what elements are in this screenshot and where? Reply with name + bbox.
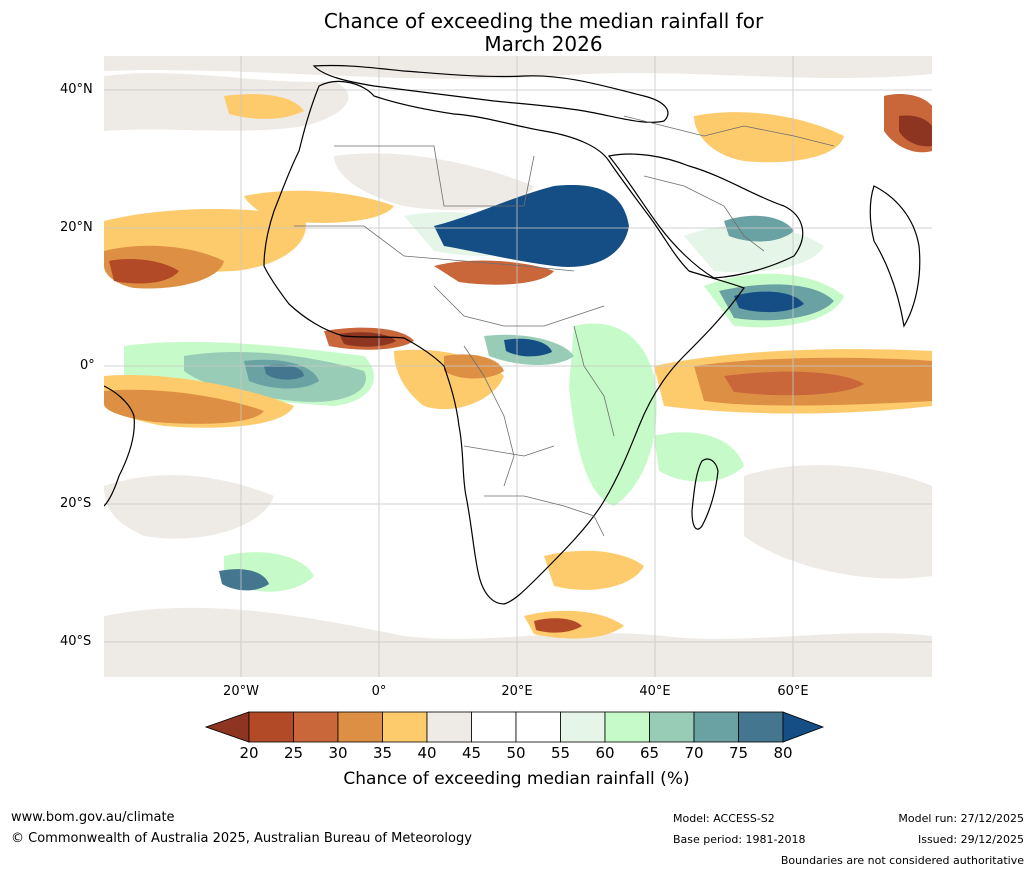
colorbar-segment	[382, 711, 428, 743]
country-borders	[294, 115, 835, 537]
colorbar-segment	[515, 711, 561, 743]
colorbar-tick-label: 80	[773, 744, 793, 762]
border-congo	[463, 345, 515, 487]
europe-coastline	[312, 64, 669, 123]
colorbar-segment	[471, 711, 517, 743]
arabia-coastline	[607, 153, 804, 279]
colorbar-segment	[693, 711, 739, 743]
title-line-1: Chance of exceeding the median rainfall …	[323, 9, 764, 33]
colorbar-segment	[248, 711, 294, 743]
colorbar-tick-label: 55	[550, 744, 571, 762]
border-middle-east	[623, 115, 835, 147]
footer-copyright: © Commonwealth of Australia 2025, Austra…	[11, 831, 472, 846]
colorbar-tick-label: 35	[372, 744, 393, 762]
title-line-2: March 2026	[484, 32, 603, 56]
colorbar-tick-label: 60	[595, 744, 615, 762]
colorbar-label: Chance of exceeding median rainfall (%)	[343, 769, 690, 789]
lon-label-20e: 20°E	[501, 684, 533, 699]
colorbar-tick-label: 45	[461, 744, 482, 762]
colorbar-high-extension	[782, 711, 825, 743]
shade-wetter-southwest	[219, 569, 269, 591]
colorbar-tick-label: 20	[239, 744, 259, 762]
shade-drier-indian-core	[724, 371, 864, 396]
shade-wettest-somalia	[734, 291, 804, 313]
coastlines	[104, 64, 921, 605]
lat-label-20s: 20°S	[60, 496, 92, 511]
colorbar-tick-label: 40	[417, 744, 437, 762]
border-north-africa	[334, 145, 535, 207]
shade-dry-middle-east	[694, 112, 844, 163]
lon-label-0: 0°	[371, 684, 387, 699]
footer-model-run: Model run: 27/12/2025	[898, 812, 1024, 825]
footer-disclaimer: Boundaries are not considered authoritat…	[780, 854, 1024, 867]
border-arabia	[643, 175, 765, 252]
south-america-coastline	[104, 385, 135, 507]
border-angola	[463, 445, 555, 457]
shade-driest-west-africa	[109, 259, 179, 284]
colorbar-tick-label: 70	[684, 744, 704, 762]
shade-wetter-arabia	[724, 215, 794, 242]
shade-drier-sahel	[434, 260, 554, 285]
shade-wet-arabia	[684, 225, 824, 273]
colorbar-tick-label: 75	[728, 744, 749, 762]
border-central-africa	[433, 285, 605, 327]
colorbar-segment	[426, 711, 472, 743]
colorbar	[205, 711, 825, 743]
border-east-africa	[573, 325, 615, 437]
shade-driest-south	[534, 618, 582, 633]
colorbar-tick-label: 30	[328, 744, 348, 762]
colorbar-tick-label: 50	[506, 744, 526, 762]
india-coastline	[869, 185, 921, 328]
shade-wettest-sahara	[434, 185, 629, 267]
colorbar-segment	[649, 711, 695, 743]
shade-wettest-atlantic	[264, 364, 304, 380]
lat-label-0: 0°	[80, 358, 95, 373]
shade-dry-southern-africa	[544, 550, 644, 590]
lon-label-40e: 40°E	[639, 684, 671, 699]
footer-url: www.bom.gov.au/climate	[11, 810, 175, 825]
africa-coastline	[263, 80, 745, 605]
lon-label-60e: 60°E	[777, 684, 809, 699]
shade-wet-madagascar-sea	[654, 432, 744, 482]
shade-dry-europe	[224, 94, 304, 119]
footer-model: Model: ACCESS-S2	[673, 812, 775, 825]
shade-wet-east-africa	[569, 323, 657, 506]
shade-driest-gulf-guinea	[339, 332, 396, 347]
footer-issued: Issued: 29/12/2025	[917, 833, 1024, 846]
colorbar-segment	[337, 711, 383, 743]
shade-near-normal-south-atlantic	[104, 475, 274, 539]
colorbar-tick-label: 25	[283, 744, 304, 762]
madagascar-coastline	[691, 458, 719, 530]
shade-driest-middle-east	[899, 115, 932, 147]
colorbar-low-extension	[205, 711, 250, 743]
shade-near-normal-sahara	[334, 153, 534, 210]
shade-near-normal-indian	[744, 465, 932, 579]
map-title: Chance of exceeding the median rainfall …	[0, 10, 1035, 56]
border-southern-africa	[484, 495, 605, 537]
shade-wettest-congo	[504, 338, 552, 357]
colorbar-segment	[293, 711, 339, 743]
rainfall-map	[104, 56, 932, 677]
shade-drier-south-atlantic	[104, 389, 264, 424]
border-sahel	[294, 225, 575, 272]
shade-dry-north-africa	[244, 190, 394, 223]
colorbar-segment	[604, 711, 650, 743]
colorbar-segment	[738, 711, 784, 743]
lat-label-40s: 40°S	[60, 634, 92, 649]
lon-label-20w: 20°W	[223, 684, 259, 699]
graticule	[104, 56, 932, 677]
colorbar-tick-label: 65	[639, 744, 660, 762]
lat-label-40n: 40°N	[60, 82, 93, 97]
lat-label-20n: 20°N	[60, 220, 93, 235]
outlook-shading	[104, 56, 932, 677]
colorbar-segment	[560, 711, 606, 743]
footer-base-period: Base period: 1981-2018	[673, 833, 806, 846]
shade-near-normal-europe	[104, 56, 932, 79]
